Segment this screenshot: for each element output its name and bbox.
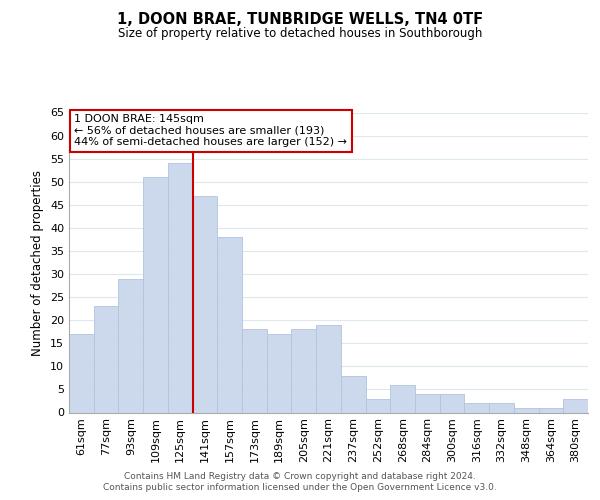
Bar (242, 330, 267, 412)
Bar (143, 177, 168, 412)
Bar (292, 330, 316, 412)
Bar (168, 164, 193, 412)
Text: 1, DOON BRAE, TUNBRIDGE WELLS, TN4 0TF: 1, DOON BRAE, TUNBRIDGE WELLS, TN4 0TF (117, 12, 483, 28)
Bar (118, 278, 143, 412)
Bar (563, 398, 588, 412)
Bar (514, 408, 539, 412)
Bar (69, 334, 94, 412)
Bar (267, 334, 292, 412)
Bar (539, 408, 563, 412)
Bar (365, 398, 390, 412)
Bar (193, 196, 217, 412)
Bar (390, 385, 415, 412)
Bar (341, 376, 365, 412)
Bar (464, 404, 489, 412)
Text: Contains public sector information licensed under the Open Government Licence v3: Contains public sector information licen… (103, 484, 497, 492)
Bar (489, 404, 514, 412)
Bar (415, 394, 440, 412)
Text: Size of property relative to detached houses in Southborough: Size of property relative to detached ho… (118, 28, 482, 40)
Bar (440, 394, 464, 412)
Text: Contains HM Land Registry data © Crown copyright and database right 2024.: Contains HM Land Registry data © Crown c… (124, 472, 476, 481)
Bar (94, 306, 118, 412)
Bar (217, 237, 242, 412)
Bar (316, 325, 341, 412)
Y-axis label: Number of detached properties: Number of detached properties (31, 170, 44, 356)
Text: 1 DOON BRAE: 145sqm
← 56% of detached houses are smaller (193)
44% of semi-detac: 1 DOON BRAE: 145sqm ← 56% of detached ho… (74, 114, 347, 147)
